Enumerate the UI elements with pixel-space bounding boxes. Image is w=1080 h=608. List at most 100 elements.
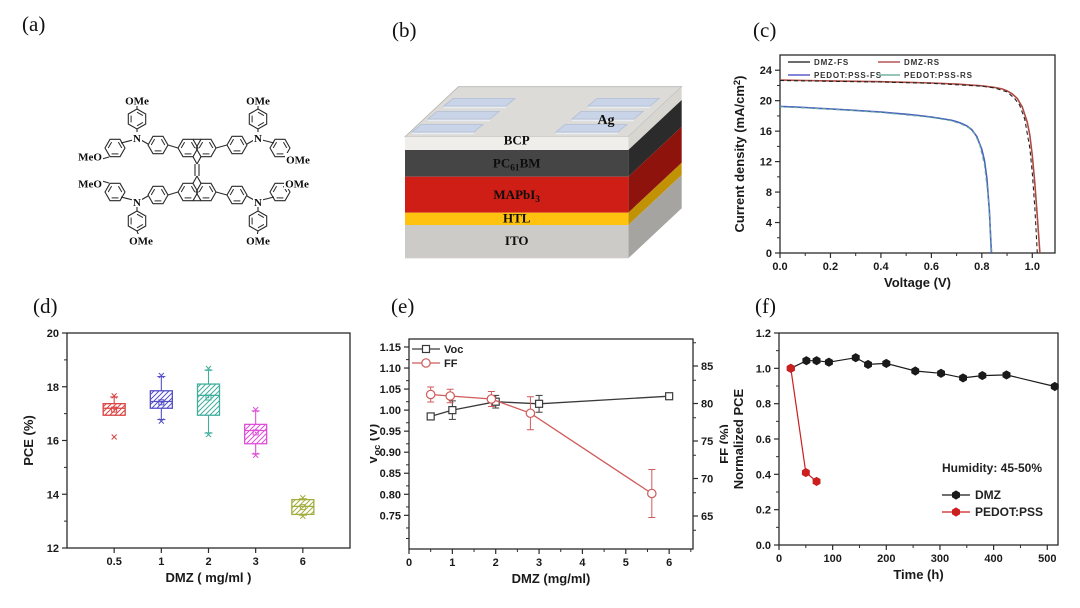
stability-panel: 0 100 200 300 400 500 0.0 0.2 0.4 0.6 0.8 1.0 1.2 Tim… bbox=[731, 328, 1059, 582]
svg-text:Humidity: 45-50%: Humidity: 45-50% bbox=[942, 461, 1042, 475]
stability-legend: Humidity: 45-50% DMZ PEDOT:PSS bbox=[942, 461, 1043, 519]
svg-text:Normalized PCE: Normalized PCE bbox=[731, 388, 746, 489]
svg-text:0.75: 0.75 bbox=[380, 510, 401, 522]
svg-text:1.00: 1.00 bbox=[380, 405, 401, 417]
svg-text:6: 6 bbox=[666, 557, 672, 569]
molecule-drawing bbox=[101, 106, 294, 237]
svg-text:Ag: Ag bbox=[597, 113, 614, 128]
svg-text:0.0: 0.0 bbox=[756, 540, 771, 552]
series-dmz bbox=[786, 353, 1059, 392]
svg-text:0.6: 0.6 bbox=[756, 434, 771, 446]
svg-text:PCE (%): PCE (%) bbox=[21, 415, 36, 466]
svg-text:FF: FF bbox=[444, 358, 458, 370]
svg-text:16: 16 bbox=[760, 126, 772, 138]
box-6 bbox=[291, 494, 315, 520]
svg-text:24: 24 bbox=[760, 65, 773, 77]
svg-text:0.2: 0.2 bbox=[756, 505, 771, 517]
svg-text:0.6: 0.6 bbox=[924, 261, 939, 273]
svg-text:PEDOT:PSS-FS: PEDOT:PSS-FS bbox=[814, 71, 882, 80]
svg-text:OMe: OMe bbox=[125, 96, 149, 108]
svg-text:2: 2 bbox=[493, 557, 499, 569]
svg-text:300: 300 bbox=[931, 553, 949, 565]
svg-text:85: 85 bbox=[701, 361, 713, 373]
svg-text:Voltage (V): Voltage (V) bbox=[884, 275, 951, 290]
panel-label-a: (a) bbox=[22, 12, 46, 36]
svg-text:1.2: 1.2 bbox=[756, 328, 771, 340]
jv-curves-panel: 0.0 0.2 0.4 0.6 0.8 1.0 0 4 8 12 16 20 24 Voltage (V)… bbox=[732, 54, 1056, 290]
svg-text:OMe: OMe bbox=[129, 236, 153, 248]
svg-text:0.0: 0.0 bbox=[772, 261, 787, 273]
jv-curve-dmz-fs bbox=[779, 79, 1038, 254]
svg-text:20: 20 bbox=[760, 96, 772, 108]
svg-text:Current density (mA/cm2): Current density (mA/cm2) bbox=[732, 76, 747, 233]
svg-text:N: N bbox=[254, 133, 262, 145]
panel-label-f: (f) bbox=[755, 294, 776, 318]
svg-text:0: 0 bbox=[776, 553, 782, 565]
svg-text:OMe: OMe bbox=[286, 155, 310, 167]
series-pedot-pss bbox=[786, 363, 821, 486]
svg-text:1: 1 bbox=[449, 557, 455, 569]
svg-text:0.85: 0.85 bbox=[380, 468, 401, 480]
jv-axes: 0.0 0.2 0.4 0.6 0.8 1.0 0 4 8 12 16 20 24 Voltage (V)… bbox=[732, 54, 1056, 290]
box-3 bbox=[244, 406, 268, 459]
ag-electrode-pads bbox=[410, 98, 661, 135]
svg-text:12: 12 bbox=[47, 543, 59, 555]
svg-text:1.15: 1.15 bbox=[380, 342, 401, 354]
svg-text:PEDOT:PSS-RS: PEDOT:PSS-RS bbox=[904, 71, 973, 80]
svg-text:HTL: HTL bbox=[503, 211, 531, 226]
svg-text:75: 75 bbox=[701, 436, 713, 448]
svg-text:3: 3 bbox=[536, 557, 542, 569]
svg-text:14: 14 bbox=[47, 489, 60, 501]
molecule-labels: OMe OMe MeO OMe MeO OMe OMe OMe N N N N bbox=[77, 94, 311, 248]
series-ff bbox=[425, 386, 657, 518]
panel-label-c: (c) bbox=[753, 18, 777, 42]
svg-text:BCP: BCP bbox=[504, 133, 530, 148]
chemical-structure-panel: OMe OMe MeO OMe MeO OMe OMe OMe N N N N bbox=[77, 94, 311, 248]
svg-text:12: 12 bbox=[760, 157, 772, 169]
svg-text:2: 2 bbox=[205, 556, 211, 568]
svg-text:0.4: 0.4 bbox=[756, 469, 772, 481]
box-1 bbox=[149, 372, 173, 425]
panel-label-d: (d) bbox=[33, 294, 58, 318]
svg-text:0.90: 0.90 bbox=[380, 447, 401, 459]
svg-text:0.4: 0.4 bbox=[873, 261, 889, 273]
panel-label-e: (e) bbox=[391, 294, 415, 318]
svg-text:20: 20 bbox=[47, 328, 59, 340]
svg-text:PEDOT:PSS: PEDOT:PSS bbox=[975, 505, 1043, 519]
svg-text:N: N bbox=[133, 197, 141, 209]
svg-text:OMe: OMe bbox=[285, 179, 309, 191]
svg-text:3: 3 bbox=[253, 556, 259, 568]
jv-curve-pedot-pss-rs bbox=[779, 106, 993, 254]
svg-text:MeO: MeO bbox=[78, 152, 102, 164]
svg-text:200: 200 bbox=[877, 553, 895, 565]
svg-text:1.10: 1.10 bbox=[380, 363, 401, 375]
svg-text:Voc (V): Voc (V) bbox=[370, 424, 382, 465]
dual-axes: 0 1 2 3 4 5 6 0.75 0.80 0.85 0.90 0.95 1.00 1.05 1.10 1… bbox=[370, 338, 728, 586]
svg-text:1.0: 1.0 bbox=[1025, 261, 1040, 273]
svg-text:1.05: 1.05 bbox=[380, 384, 401, 396]
svg-text:8: 8 bbox=[766, 187, 772, 199]
svg-text:OMe: OMe bbox=[246, 96, 270, 108]
svg-text:MeO: MeO bbox=[78, 179, 102, 191]
svg-text:N: N bbox=[133, 133, 141, 145]
svg-text:1: 1 bbox=[158, 556, 164, 568]
box-0.5 bbox=[102, 393, 126, 440]
svg-text:0.80: 0.80 bbox=[380, 489, 401, 501]
jv-curve-dmz-rs bbox=[779, 79, 1041, 254]
svg-text:0: 0 bbox=[406, 557, 412, 569]
svg-text:500: 500 bbox=[1038, 553, 1056, 565]
svg-text:N: N bbox=[254, 197, 262, 209]
svg-text:Time (h): Time (h) bbox=[893, 567, 943, 582]
svg-text:4: 4 bbox=[766, 218, 773, 230]
svg-text:0.5: 0.5 bbox=[107, 556, 122, 568]
dual-legend: Voc FF bbox=[412, 344, 463, 370]
svg-text:Voc: Voc bbox=[444, 344, 463, 356]
svg-text:0.8: 0.8 bbox=[974, 261, 989, 273]
svg-text:ITO: ITO bbox=[505, 233, 529, 248]
svg-text:1.0: 1.0 bbox=[756, 363, 771, 375]
svg-text:400: 400 bbox=[984, 553, 1002, 565]
series-voc bbox=[426, 392, 674, 421]
